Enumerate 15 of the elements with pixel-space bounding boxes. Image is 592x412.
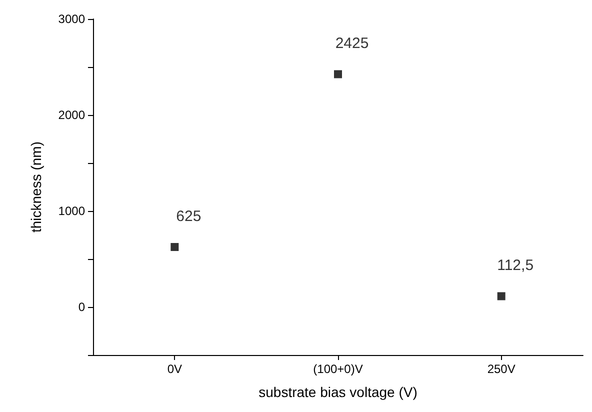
point — [170, 243, 179, 251]
point — [334, 70, 342, 78]
x-tick-label: 0V — [167, 362, 182, 376]
y-tick-label: 0 — [78, 300, 86, 314]
x-tick-label: (100+0)V — [313, 362, 363, 376]
point — [497, 292, 506, 300]
data-label: 112,5 — [497, 257, 534, 274]
y-axis-title: thickness (nm) — [28, 141, 44, 233]
x-tick-label: 250V — [487, 362, 516, 376]
y-tick-label: 1000 — [58, 204, 86, 218]
data-label: 2425 — [335, 35, 369, 52]
y-tick-label: 2000 — [58, 108, 86, 122]
x-axis-title: substrate bias voltage (V) — [258, 384, 418, 400]
data-label: 625 — [176, 208, 202, 225]
y-tick-label: 3000 — [58, 12, 86, 26]
